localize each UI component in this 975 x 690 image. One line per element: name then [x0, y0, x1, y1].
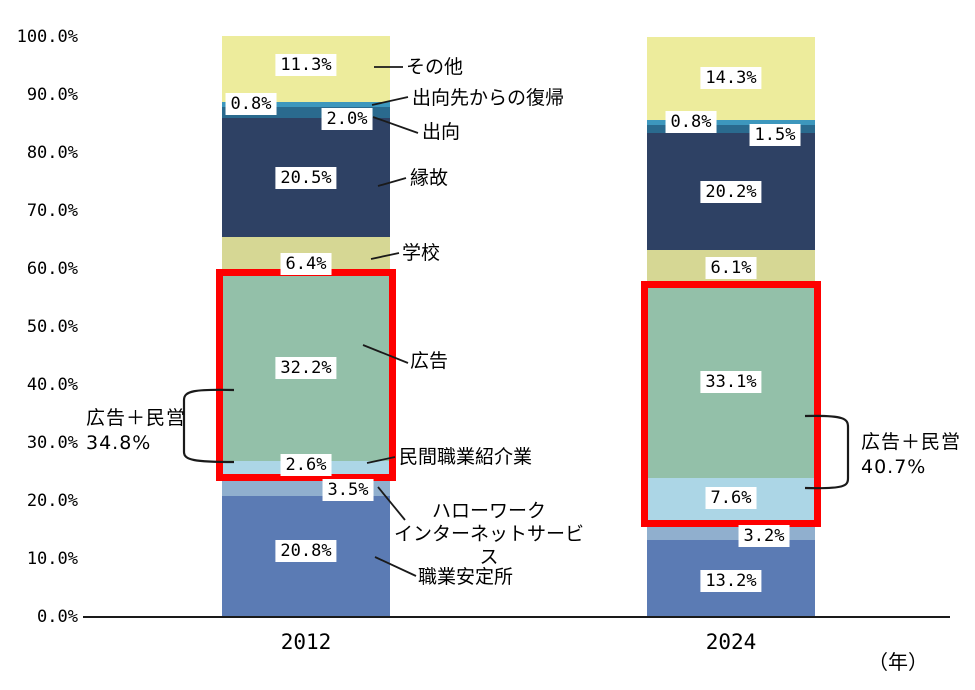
value-label-2012-広告: 32.2%	[275, 356, 337, 379]
value-label-2012-出向: 2.0%	[321, 108, 373, 131]
value-label-2012-その他: 11.3%	[275, 54, 337, 77]
y-axis-tick: 50.0%	[26, 317, 78, 337]
value-label-2024-その他: 14.3%	[700, 67, 762, 90]
value-label-2012-ハローワークインターネットサービス: 3.5%	[322, 479, 374, 502]
y-axis-tick: 40.0%	[26, 375, 78, 395]
highlight-label-2024: 広告＋民営 40.7%	[861, 431, 962, 478]
y-axis-tick: 10.0%	[26, 549, 78, 569]
y-axis-tick: 70.0%	[26, 201, 78, 221]
category-label-縁故: 縁故	[410, 167, 449, 189]
value-label-2024-縁故: 20.2%	[700, 180, 762, 203]
y-axis-tick: 90.0%	[26, 85, 78, 105]
category-label-ハローワークインターネットサービス: ハローワーク インターネットサービス	[393, 500, 584, 568]
value-label-2024-ハローワークインターネットサービス: 3.2%	[738, 525, 790, 548]
value-label-2012-民間職業紹介業: 2.6%	[280, 453, 332, 476]
value-label-2024-学校: 6.1%	[705, 257, 757, 280]
x-axis-unit-label: （年）	[868, 650, 928, 674]
y-axis-tick: 30.0%	[26, 433, 78, 453]
value-label-2012-縁故: 20.5%	[275, 166, 337, 189]
y-axis-tick: 80.0%	[26, 143, 78, 163]
bar-segment-2012-出向	[222, 106, 390, 119]
bar-segment-2024-出向先からの復帰	[647, 119, 815, 125]
value-label-2024-職業安定所: 13.2%	[700, 569, 762, 592]
category-label-民間職業紹介業: 民間職業紹介業	[399, 446, 533, 468]
value-label-2024-広告: 33.1%	[700, 370, 762, 393]
value-label-2024-民間職業紹介業: 7.6%	[705, 486, 757, 509]
x-axis-label-2012: 2012	[280, 630, 332, 654]
category-label-出向先からの復帰: 出向先からの復帰	[412, 87, 565, 109]
bar-segment-2024-出向	[647, 124, 815, 134]
bar-segment-2012-出向先からの復帰	[222, 101, 390, 107]
value-label-2024-出向: 1.5%	[749, 123, 801, 146]
y-axis-tick: 20.0%	[26, 491, 78, 511]
category-label-その他: その他	[406, 56, 464, 78]
category-label-出向: 出向	[422, 121, 461, 143]
value-label-2012-出向先からの復帰: 0.8%	[225, 93, 277, 116]
x-axis-label-2024: 2024	[705, 630, 757, 654]
value-label-2024-出向先からの復帰: 0.8%	[665, 111, 717, 134]
value-label-2012-学校: 6.4%	[280, 252, 332, 275]
highlight-box-2024	[641, 280, 821, 527]
y-axis-tick: 100.0%	[16, 27, 78, 47]
category-label-広告: 広告	[410, 350, 449, 372]
value-label-2012-職業安定所: 20.8%	[275, 539, 337, 562]
y-axis-tick: 60.0%	[26, 259, 78, 279]
y-axis-tick: 0.0%	[37, 607, 78, 627]
category-label-職業安定所: 職業安定所	[418, 566, 514, 588]
category-label-学校: 学校	[402, 242, 441, 264]
highlight-label-2012: 広告＋民営 34.8%	[86, 407, 187, 454]
